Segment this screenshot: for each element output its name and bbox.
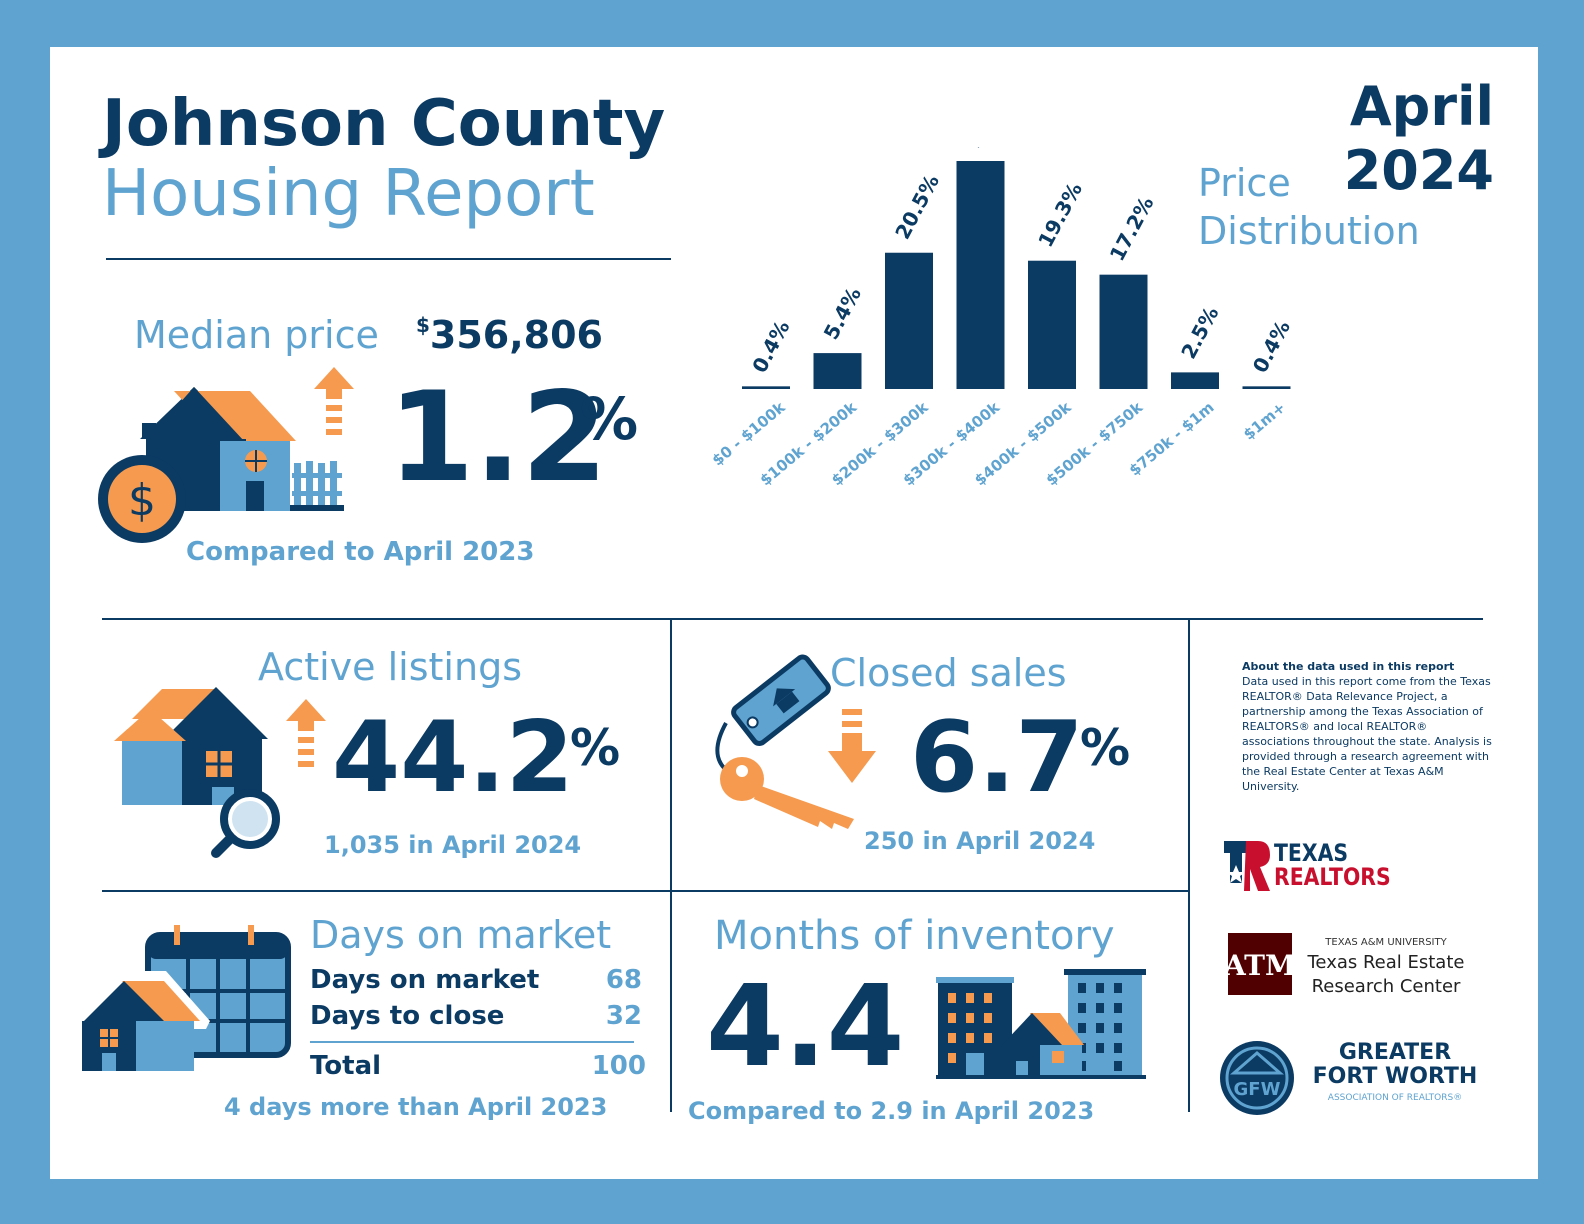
price-distribution-title-line1: Price: [1198, 161, 1291, 205]
report-date: April 2024: [1344, 75, 1494, 203]
active-listings-change: 44.2: [332, 701, 574, 815]
bar-value-label-4: 19.3%: [1033, 179, 1087, 252]
tamu-small-label: TEXAS A&M UNIVERSITY: [1325, 937, 1447, 948]
bar-value-label-0: 0.4%: [747, 316, 794, 376]
dom-row-value-1: 68: [605, 965, 642, 995]
price-distribution-title-line2: Distribution: [1198, 209, 1420, 253]
title-divider: [106, 258, 671, 260]
bar-value-label-2: 20.5%: [890, 171, 944, 244]
report-month: April: [1349, 75, 1494, 138]
dom-total-divider: [310, 1041, 634, 1043]
months-inventory-label: Months of inventory: [714, 913, 1115, 959]
tamu-line1: Texas Real Estate: [1307, 952, 1465, 973]
price-distribution-title: Price Distribution: [1198, 159, 1420, 255]
bar-value-label-6: 2.5%: [1176, 302, 1223, 362]
median-price-value: $356,806: [416, 313, 603, 357]
dom-total-value: 100: [591, 1051, 646, 1081]
section-divider-vertical-2: [1188, 620, 1190, 1112]
key-tag-icon: [715, 654, 854, 829]
report-card: Johnson County Housing Report April 2024…: [50, 47, 1538, 1179]
days-on-market-comparison: 4 days more than April 2023: [224, 1093, 608, 1121]
category-label-7: $1m+: [1240, 398, 1289, 443]
median-price-label: Median price: [134, 313, 379, 357]
gfw-line3: ASSOCIATION OF REALTORS®: [1327, 1093, 1463, 1103]
bar-6: [1171, 372, 1219, 389]
days-on-market-label: Days on market: [310, 913, 612, 957]
median-price-currency: $: [416, 313, 430, 337]
section-divider-middle: [102, 890, 1189, 892]
bar-5: [1099, 274, 1148, 389]
arrow-up-icon: [314, 367, 354, 435]
active-listings-detail: 1,035 in April 2024: [324, 831, 582, 859]
tamu-line2: Research Center: [1311, 976, 1461, 997]
gfw-name: GREATER FORT WORTH: [1300, 1041, 1490, 1089]
texas-realtors-line1: TEXAS: [1274, 839, 1349, 867]
bar-value-label-3: 34.3%: [962, 147, 1016, 151]
tamu-center-name: Texas Real Estate Research Center: [1296, 951, 1476, 999]
gfw-line2: FORT WORTH: [1312, 1064, 1478, 1089]
bar-7: [1242, 386, 1291, 389]
calendar-house-icon: [82, 925, 291, 1071]
about-data-body: Data used in this report come from the T…: [1242, 675, 1492, 793]
active-listings-label: Active listings: [258, 645, 522, 689]
section-divider-vertical-1: [670, 620, 672, 1112]
about-data: About the data used in this report Data …: [1242, 659, 1492, 794]
section-divider-horizontal: [102, 618, 1483, 620]
closed-sales-percent: %: [1080, 719, 1131, 777]
city-buildings-icon: [936, 969, 1146, 1079]
house-money-icon: $: [98, 387, 344, 543]
bar-value-label-7: 0.4%: [1248, 316, 1295, 376]
bar-0: [742, 386, 790, 389]
bar-value-label-1: 5.4%: [819, 283, 866, 343]
dom-total-label: Total: [310, 1051, 382, 1081]
bar-4: [1028, 260, 1076, 389]
report-title-county: Johnson County: [102, 87, 666, 161]
bar-value-label-5: 17.2%: [1105, 192, 1159, 265]
median-price-amount: 356,806: [429, 313, 603, 357]
tamu-logo-icon: ATM: [1223, 933, 1296, 995]
dom-row-value-2: 32: [605, 1001, 642, 1031]
texas-realtors-logo: TEXAS REALTORS: [1224, 841, 1424, 893]
about-data-heading: About the data used in this report: [1242, 660, 1455, 673]
report-year: 2024: [1343, 139, 1494, 202]
closed-sales-detail: 250 in April 2024: [864, 827, 1096, 855]
closed-sales-change: 6.7: [910, 701, 1084, 815]
months-inventory-comparison: Compared to 2.9 in April 2023: [688, 1097, 1095, 1125]
bar-1: [813, 353, 862, 389]
bar-3: [956, 161, 1005, 389]
gfw-logo-icon: GFW: [1220, 1041, 1294, 1115]
active-listings-percent: %: [570, 719, 621, 777]
months-inventory-value: 4.4: [706, 962, 905, 1092]
median-price-percent: %: [580, 385, 639, 453]
median-price-change: 1.2: [388, 366, 608, 510]
svg-text:ATM: ATM: [1228, 949, 1292, 982]
report-title-subtitle: Housing Report: [102, 157, 595, 231]
house-search-icon: [114, 687, 280, 858]
closed-sales-label: Closed sales: [830, 651, 1067, 695]
median-price-comparison: Compared to April 2023: [186, 537, 535, 567]
texas-realtors-line2: REALTORS: [1274, 863, 1391, 891]
dom-row-label-2: Days to close: [310, 1001, 505, 1031]
svg-text:GFW: GFW: [1234, 1079, 1281, 1100]
bar-2: [885, 252, 933, 389]
dom-row-label-1: Days on market: [310, 965, 540, 995]
texas-realtors-mark-icon: [1224, 841, 1270, 891]
gfw-line1: GREATER: [1338, 1040, 1452, 1065]
arrow-up-icon: [286, 699, 326, 767]
svg-text:$: $: [128, 475, 156, 526]
arrow-down-icon: [828, 709, 876, 783]
